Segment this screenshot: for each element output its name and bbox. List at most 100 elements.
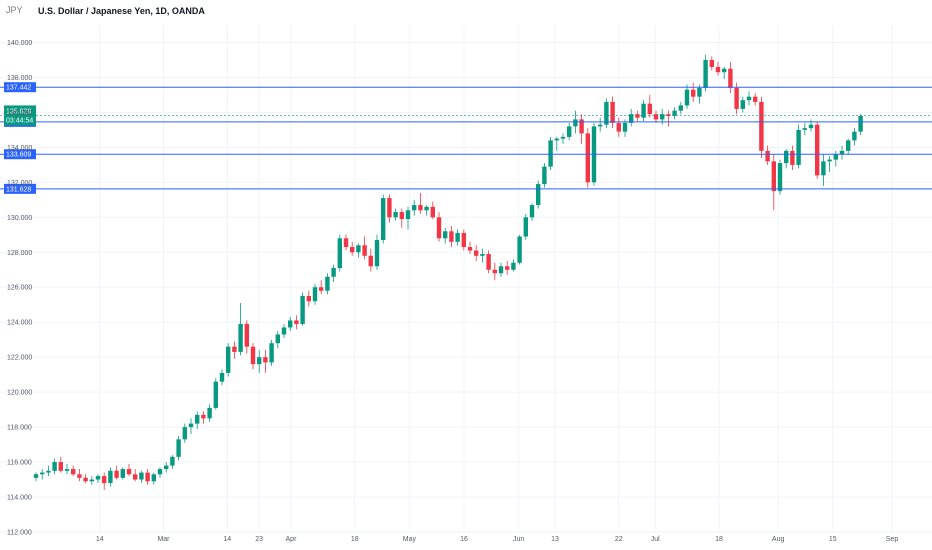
candle-body: [548, 140, 553, 167]
x-tick-label: 18: [351, 536, 359, 543]
candle-body: [244, 323, 249, 347]
y-axis: 112.000 114.000 116.000 118.000 120.000 122.0…: [7, 40, 32, 537]
candle-body: [653, 114, 659, 120]
candle-body: [678, 105, 683, 111]
candle-body: [368, 255, 373, 267]
horizontal-levels: 137.442135.460133.609131.628135.82803:44…: [0, 82, 932, 194]
candle-body: [77, 474, 82, 478]
candle-body: [660, 114, 665, 120]
y-tick-label: 120.000: [7, 390, 32, 397]
candle-body: [331, 268, 336, 277]
candle-body: [672, 110, 677, 116]
candle-body: [337, 238, 342, 269]
candle-body: [164, 465, 169, 470]
candle-body: [294, 320, 299, 324]
candle-body: [108, 470, 113, 484]
candle-body: [288, 320, 293, 328]
y-tick-label: 124.000: [7, 320, 32, 327]
candle-body: [387, 198, 392, 218]
candle-body: [635, 114, 640, 118]
candle-body: [709, 59, 714, 67]
candle-body: [542, 166, 547, 185]
candle-body: [52, 462, 57, 471]
candle-body: [182, 427, 187, 440]
last-price-box: [4, 105, 36, 126]
candle-body: [170, 456, 175, 466]
candle-body: [40, 472, 45, 475]
candle-body: [381, 198, 386, 241]
candle-body: [827, 159, 832, 162]
candle-body: [275, 334, 280, 344]
candle-body: [102, 476, 107, 484]
level-price-label: 137.442: [6, 85, 31, 92]
candle-body: [771, 161, 776, 192]
chart-title: U.S. Dollar / Japanese Yen, 1D, OANDA: [38, 6, 205, 16]
candle-body: [33, 474, 39, 478]
level-price-box: [4, 82, 36, 93]
candle-body: [443, 231, 448, 239]
candle-body: [133, 474, 138, 480]
x-tick-label: 22: [615, 536, 623, 543]
y-tick-label: 132.000: [7, 180, 32, 187]
y-tick-label: 130.000: [7, 215, 32, 222]
candle-body: [64, 469, 70, 471]
candle-body: [83, 477, 88, 482]
candle-body: [579, 119, 584, 134]
candle-body: [511, 262, 516, 270]
grid-lines: [0, 25, 932, 533]
candle-body: [250, 346, 256, 365]
candle-body: [306, 295, 311, 302]
candle-body: [319, 287, 324, 291]
candle-body: [641, 103, 646, 118]
candle-body: [474, 250, 479, 256]
candle-body: [188, 423, 194, 428]
candle-body: [356, 245, 361, 253]
candle-body: [195, 414, 200, 424]
candle-body: [312, 287, 318, 302]
candle-body: [734, 87, 739, 109]
candle-body: [715, 66, 721, 73]
candle-body: [505, 266, 510, 270]
candle-body: [213, 381, 218, 408]
candle-body: [666, 114, 671, 116]
candle-body: [89, 479, 94, 482]
candle-body: [728, 68, 733, 88]
x-tick-label: Mar: [157, 536, 170, 543]
candle-body: [753, 96, 758, 102]
candle-body: [461, 233, 466, 248]
candle-body: [697, 87, 702, 97]
candle-body: [343, 238, 349, 248]
y-tick-label: 140.000: [7, 40, 32, 47]
candle-body: [257, 357, 262, 365]
candle-body: [362, 245, 367, 256]
candle-body: [424, 206, 429, 211]
candle-body: [604, 101, 609, 125]
y-tick-label: 118.000: [7, 425, 32, 432]
candle-body: [703, 59, 708, 88]
x-tick-label: 15: [829, 536, 837, 543]
candle-body: [418, 205, 423, 211]
candle-body: [114, 470, 119, 478]
y-tick-label: 122.000: [7, 355, 32, 362]
candle-body: [560, 136, 566, 139]
candle-body: [765, 150, 770, 162]
candle-body: [498, 266, 504, 274]
last-price-label: 135.828: [6, 108, 31, 115]
candle-body: [263, 357, 268, 363]
candle-body: [207, 407, 212, 419]
y-tick-label: 136.000: [7, 110, 32, 117]
candle-body: [777, 163, 783, 192]
candle-body: [573, 119, 578, 127]
candle-body: [486, 254, 491, 270]
candle-body: [120, 469, 125, 478]
candle-body: [529, 205, 535, 218]
level-price-box: [4, 183, 36, 194]
candle-body: [325, 276, 330, 291]
candle-body: [647, 103, 652, 115]
candle-body: [226, 346, 231, 373]
candle-body: [232, 346, 237, 352]
candle-body: [691, 89, 696, 97]
x-tick-label: Apr: [286, 536, 298, 543]
candle-body: [554, 138, 559, 141]
